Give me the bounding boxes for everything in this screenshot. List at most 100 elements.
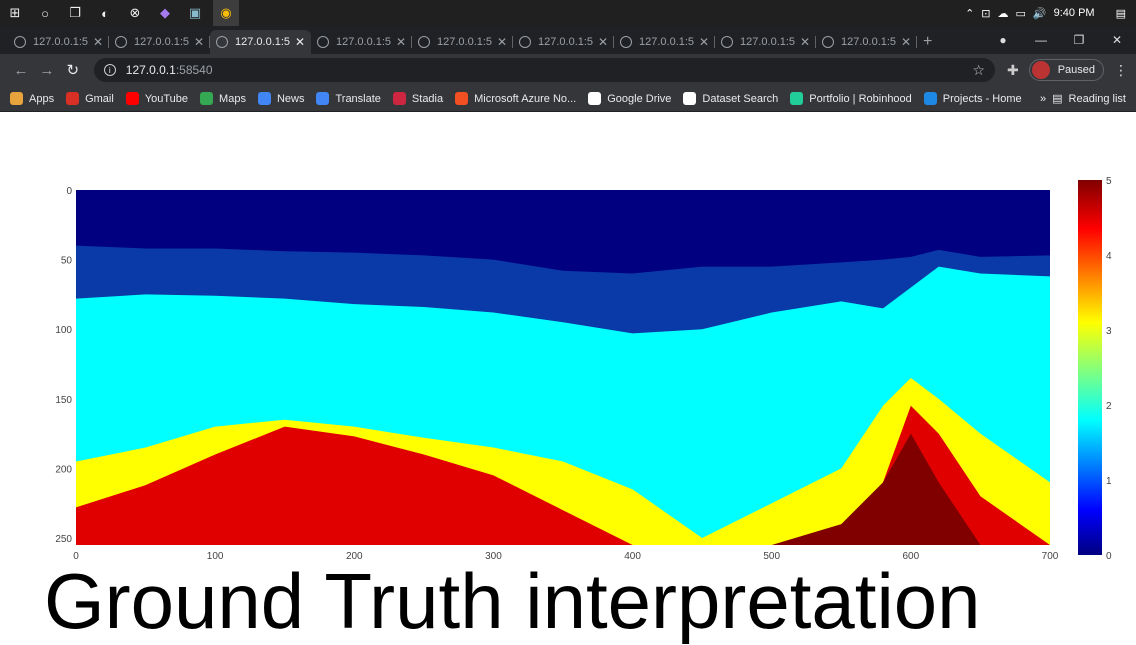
task-view-icon[interactable]: ❐	[69, 5, 81, 20]
tab-title: 127.0.0.1:5	[437, 36, 493, 48]
globe-icon	[620, 36, 632, 48]
close-tab-icon[interactable]: ✕	[193, 35, 204, 49]
address-host: 127.0.0.1	[125, 63, 176, 77]
reload-button[interactable]: ↻	[66, 62, 80, 79]
globe-icon	[519, 36, 531, 48]
visual-studio-icon[interactable]: ◆	[160, 5, 170, 20]
tab-title: 127.0.0.1:5	[538, 36, 594, 48]
globe-icon	[418, 36, 430, 48]
bookmark-favicon-icon	[683, 92, 697, 105]
y-tick-label: 250	[55, 534, 72, 545]
bookmark-favicon-icon	[455, 92, 469, 105]
browser-tab[interactable]: 127.0.0.1:5 ✕	[816, 30, 917, 54]
bookmark-favicon-icon	[790, 92, 804, 105]
volume-icon[interactable]: 🔊	[1032, 7, 1047, 20]
bookmark-item[interactable]: Maps	[200, 92, 246, 105]
bookmark-favicon-icon	[588, 92, 602, 105]
network-icon[interactable]: ▭	[1015, 7, 1026, 20]
bookmark-label: News	[276, 92, 305, 105]
close-tab-icon[interactable]: ✕	[92, 35, 103, 49]
windows-start-icon[interactable]: ⊞	[9, 5, 21, 20]
y-tick-label: 150	[55, 395, 72, 406]
bookmark-item[interactable]: Portfolio | Robinhood	[790, 92, 912, 105]
extensions-icon[interactable]: ✚	[1006, 61, 1019, 78]
chrome-icon[interactable]: ◉	[213, 0, 239, 26]
reading-list-label[interactable]: Reading list	[1068, 92, 1126, 105]
new-tab-button[interactable]: +	[923, 33, 933, 50]
bookmark-favicon-icon	[257, 92, 271, 105]
ground-truth-heatmap: 0 100 200 300 400 500 600 700050100150200250012…	[55, 176, 1112, 562]
bookmark-item[interactable]: Google Drive	[588, 92, 671, 105]
tab-strip: 127.0.0.1:5 ✕ 127.0.0.1:5 ✕ 127.0.0.1:5 ✕ 127.…	[0, 26, 1136, 54]
browser-tab[interactable]: 127.0.0.1:5 ✕	[311, 30, 412, 54]
browser-tab[interactable]: 127.0.0.1:5 ✕	[513, 30, 614, 54]
close-tab-icon[interactable]: ✕	[698, 35, 709, 49]
address-bar[interactable]: i 127.0.0.1 :58540 ☆	[93, 58, 995, 82]
y-tick-label: 0	[66, 186, 72, 197]
info-icon[interactable]: i	[103, 64, 116, 76]
address-port: :58540	[175, 63, 213, 77]
camera-icon[interactable]: ⊡	[981, 7, 991, 20]
browser-tab[interactable]: 127.0.0.1:5 ✕	[109, 30, 210, 54]
globe-icon	[115, 36, 127, 48]
bookmark-label: Portfolio | Robinhood	[809, 92, 912, 105]
forward-button[interactable]: →	[39, 61, 55, 79]
browser-tab[interactable]: 127.0.0.1:5 ✕	[8, 30, 109, 54]
close-tab-icon[interactable]: ✕	[900, 35, 911, 49]
photos-icon[interactable]: ▣	[188, 5, 202, 20]
kebab-menu-icon[interactable]: ⋮	[1114, 61, 1129, 78]
bookmark-star-icon[interactable]: ☆	[972, 61, 985, 78]
profile-button[interactable]: Paused	[1028, 59, 1105, 81]
browser-tab[interactable]: 127.0.0.1:5 ✕	[412, 30, 513, 54]
minimize-button[interactable]: —	[1035, 33, 1047, 47]
xbox-icon[interactable]: ⊗	[129, 5, 141, 20]
clock-time[interactable]: 9:40 PM	[1053, 7, 1095, 19]
tab-title: 127.0.0.1:5	[336, 36, 392, 48]
bookmarks-bar: Apps Gmail YouTube Maps News Translate Stadia M…	[0, 86, 1136, 112]
close-tab-icon[interactable]: ✕	[395, 35, 406, 49]
heatmap-class-4-region	[76, 405, 1050, 545]
close-tab-icon[interactable]: ✕	[799, 35, 810, 49]
bookmark-label: YouTube	[144, 92, 189, 105]
bookmark-item[interactable]: Projects - Home	[923, 92, 1022, 105]
bookmark-item[interactable]: Translate	[316, 92, 381, 105]
notification-icon[interactable]: ▤	[1115, 7, 1126, 20]
reading-list-icon[interactable]: ▤	[1052, 93, 1063, 105]
bookmark-favicon-icon	[392, 92, 406, 105]
bookmark-label: Apps	[29, 92, 55, 105]
x-tick-label: 200	[346, 551, 363, 562]
close-tab-icon[interactable]: ✕	[294, 35, 305, 49]
bookmark-label: Projects - Home	[942, 92, 1022, 105]
avatar	[1031, 61, 1050, 79]
maximize-button[interactable]: ❐	[1073, 33, 1085, 47]
bookmark-item[interactable]: YouTube	[125, 92, 189, 105]
bookmark-label: Microsoft Azure No...	[474, 92, 577, 105]
cloud-icon[interactable]: ☁	[997, 7, 1009, 20]
bookmark-item[interactable]: Dataset Search	[683, 92, 778, 105]
bookmark-item[interactable]: Apps	[10, 92, 54, 105]
cortana-icon[interactable]: ○	[41, 5, 49, 21]
chevron-up-icon[interactable]: ⌃	[965, 7, 975, 20]
bookmark-item[interactable]: Microsoft Azure No...	[455, 92, 576, 105]
bookmark-item[interactable]: Stadia	[392, 92, 443, 105]
close-window-button[interactable]: ✕	[1111, 33, 1123, 47]
x-tick-label: 300	[485, 551, 502, 562]
back-button[interactable]: ←	[13, 61, 29, 79]
close-tab-icon[interactable]: ✕	[597, 35, 608, 49]
browser-tab[interactable]: 127.0.0.1:5 ✕	[614, 30, 715, 54]
close-tab-icon[interactable]: ✕	[496, 35, 507, 49]
bookmark-item[interactable]: News	[257, 92, 305, 105]
bookmark-item[interactable]: Gmail	[66, 92, 114, 105]
bookmark-label: Dataset Search	[702, 92, 779, 105]
edge-icon[interactable]: ◐	[101, 5, 109, 21]
more-bookmarks-icon[interactable]: »	[1039, 92, 1047, 105]
bookmark-favicon-icon	[923, 92, 937, 105]
bookmark-favicon-icon	[316, 92, 330, 105]
browser-tab[interactable]: 127.0.0.1:5 ✕	[715, 30, 816, 54]
browser-tab[interactable]: 127.0.0.1:5 ✕	[210, 30, 311, 54]
profile-menu-icon[interactable]: ●	[999, 33, 1007, 47]
colorbar	[1078, 180, 1102, 555]
y-tick-label: 200	[55, 464, 72, 475]
globe-icon	[822, 36, 834, 48]
y-tick-label: 100	[55, 325, 72, 336]
